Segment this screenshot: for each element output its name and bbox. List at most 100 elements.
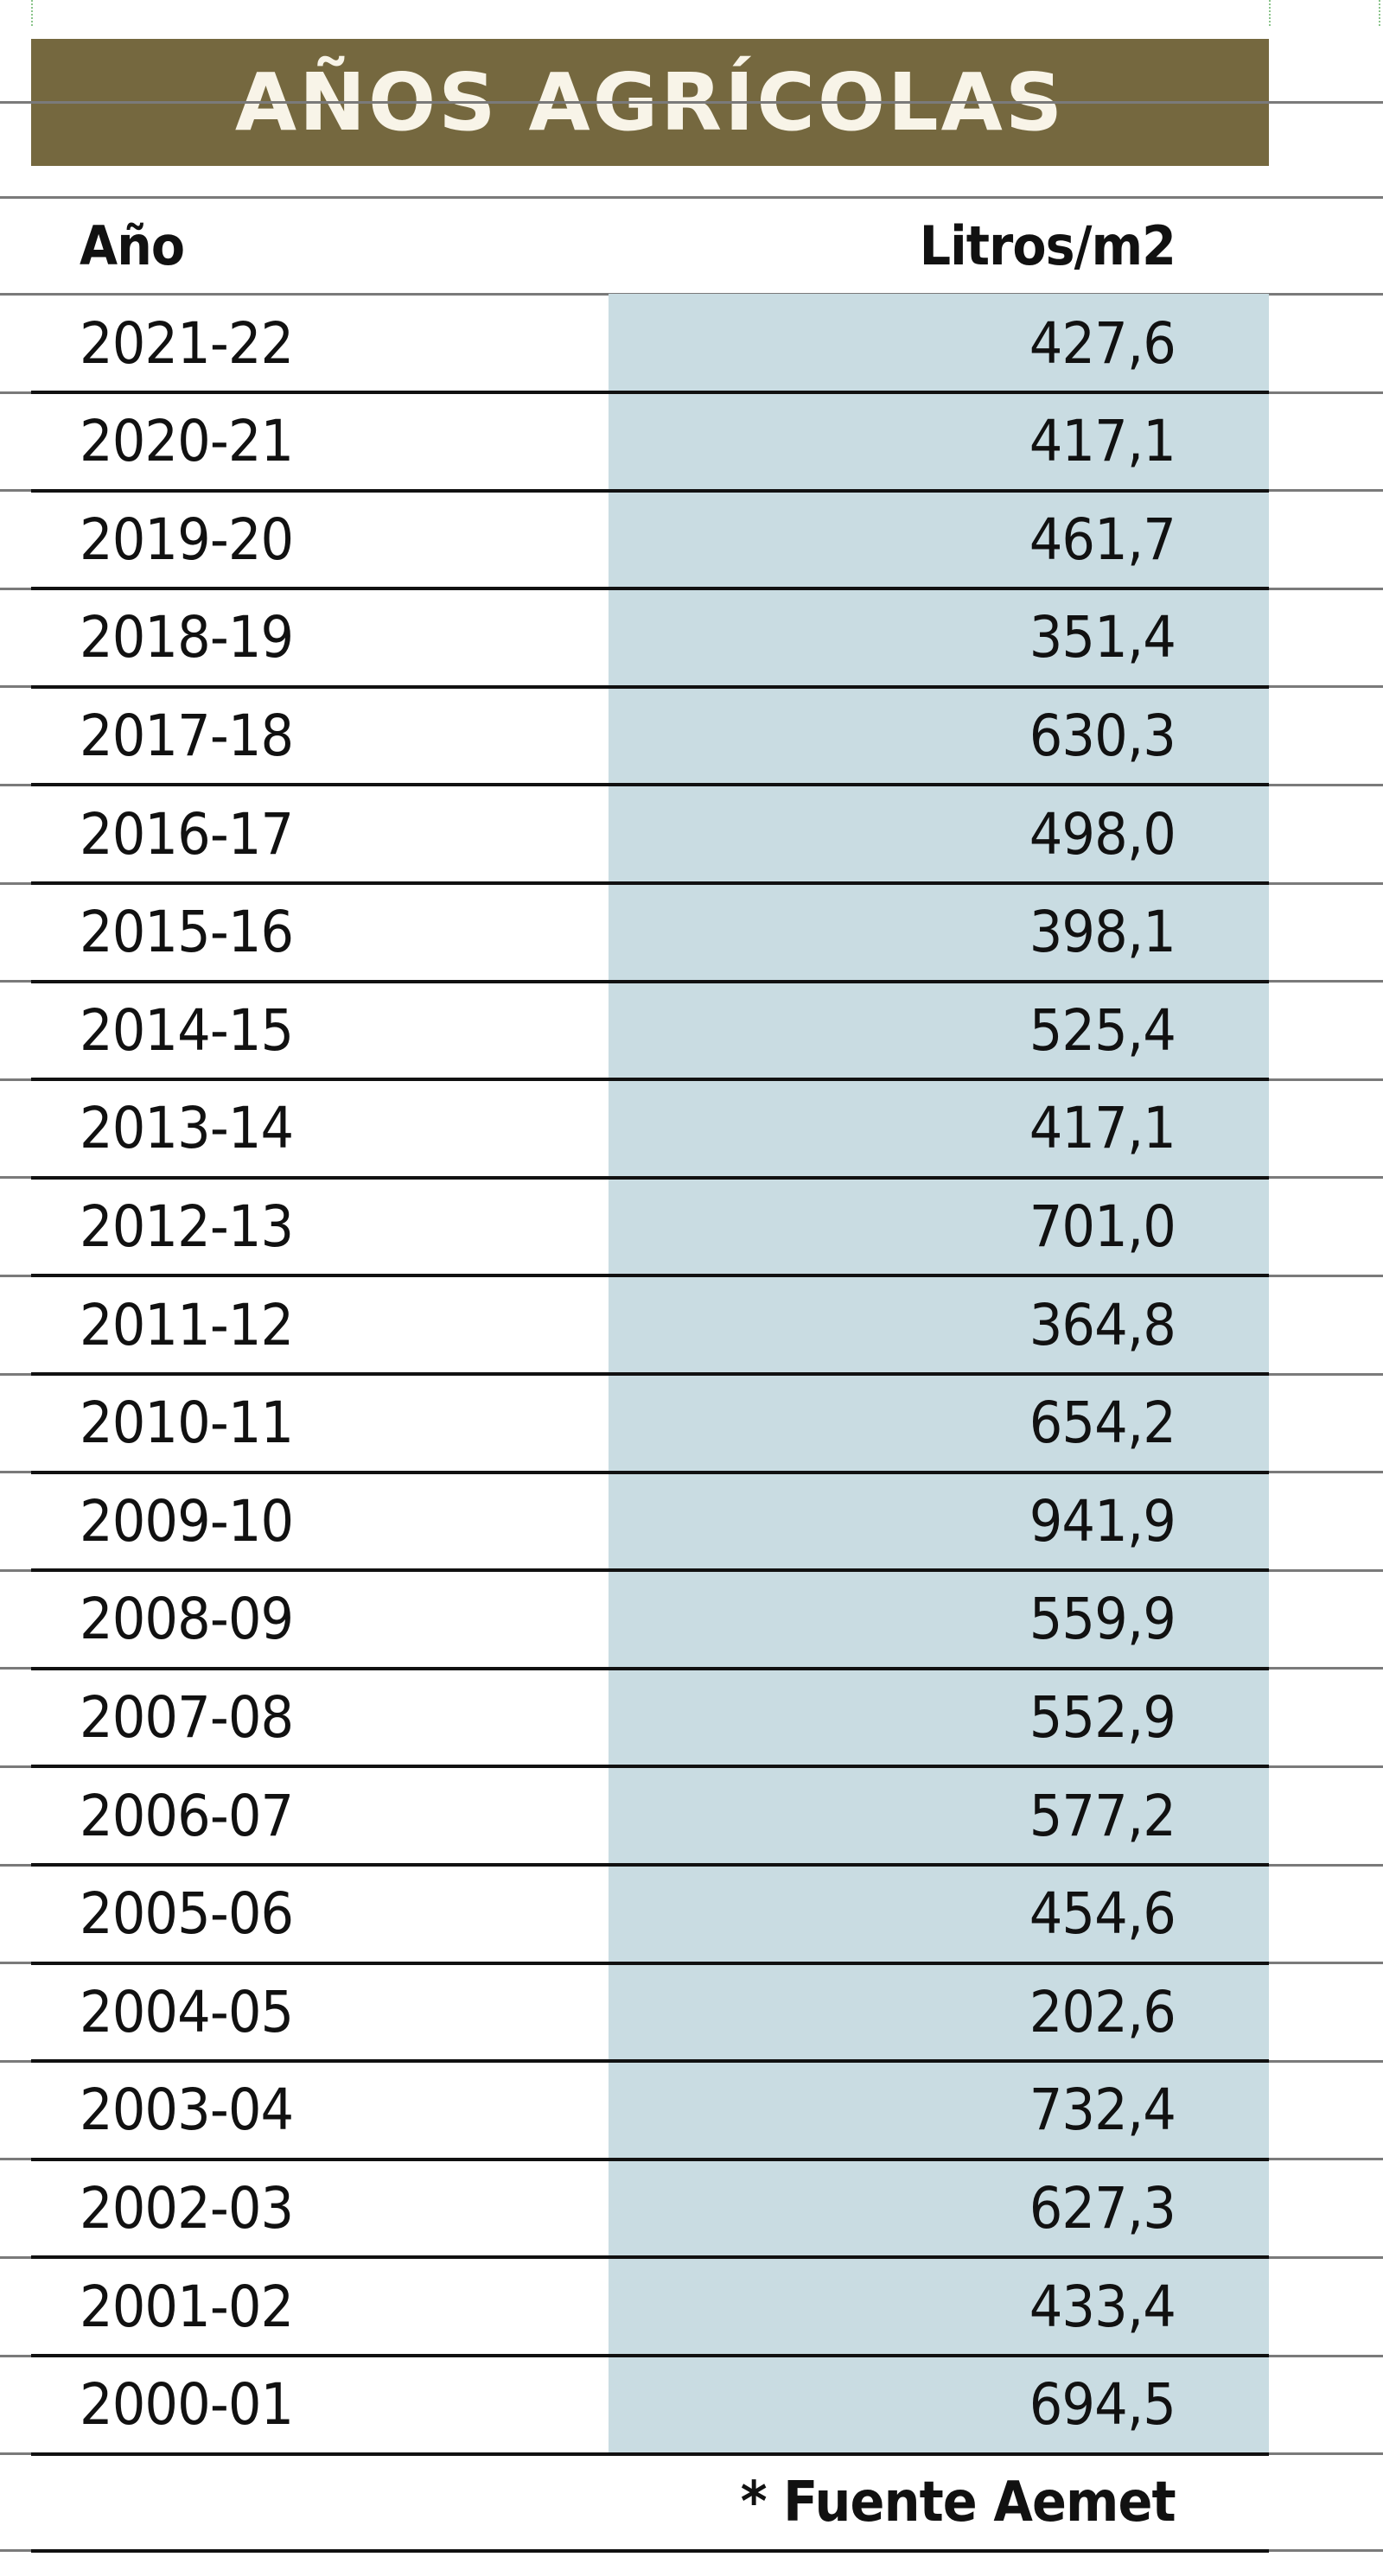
table-row: 2008-09 559,9 (31, 1569, 1269, 1670)
divider (31, 979, 1269, 983)
table-header: Año Litros/m2 (31, 197, 1269, 294)
table-row: 2000-01 694,5 (31, 2355, 1269, 2456)
divider (31, 1078, 1269, 1082)
table-row: 2021-22 427,6 (31, 294, 1269, 394)
year-cell: 2013-14 (80, 1095, 294, 1162)
value-cell-bg (609, 1373, 1269, 1472)
table-row: 2002-03 627,3 (31, 2159, 1269, 2260)
year-cell: 2020-21 (80, 408, 294, 475)
value-cell-bg (609, 1472, 1269, 1571)
value-cell-bg (609, 2257, 1269, 2356)
value-cell-bg (609, 1766, 1269, 1865)
table-row: 2003-04 732,4 (31, 2060, 1269, 2161)
year-cell: 2019-20 (80, 506, 294, 573)
value-cell: 732,4 (1029, 2077, 1176, 2144)
value-cell-bg (609, 2060, 1269, 2159)
row-guide-line (0, 101, 1383, 104)
guide-line (31, 0, 33, 26)
value-cell-bg (609, 2159, 1269, 2258)
value-cell: 694,5 (1029, 2371, 1176, 2439)
value-cell: 398,1 (1029, 899, 1176, 966)
table-row: 2016-17 498,0 (31, 785, 1269, 885)
value-cell: 364,8 (1029, 1291, 1176, 1358)
table-row: 2005-06 454,6 (31, 1864, 1269, 1965)
divider (31, 684, 1269, 689)
table-row: 2001-02 433,4 (31, 2257, 1269, 2357)
year-cell: 2000-01 (80, 2371, 294, 2439)
value-cell: 461,7 (1029, 506, 1176, 573)
year-cell: 2014-15 (80, 996, 294, 1064)
row-guide-line (0, 196, 1383, 199)
value-cell: 630,3 (1029, 702, 1176, 769)
column-header-value: Litros/m2 (919, 213, 1176, 277)
year-cell: 2002-03 (80, 2174, 294, 2242)
value-cell-bg (609, 2355, 1269, 2454)
table-row: 2019-20 461,7 (31, 490, 1269, 591)
year-cell: 2011-12 (80, 1291, 294, 1358)
year-cell: 2021-22 (80, 309, 294, 377)
value-cell: 454,6 (1029, 1880, 1176, 1948)
divider (31, 1470, 1269, 1474)
table-row: 2020-21 417,1 (31, 391, 1269, 493)
table-row: 2015-16 398,1 (31, 882, 1269, 983)
year-cell: 2010-11 (80, 1390, 294, 1457)
year-cell: 2004-05 (80, 1978, 294, 2045)
table-row: 2009-10 941,9 (31, 1472, 1269, 1573)
divider (31, 488, 1269, 493)
value-cell-bg (609, 1962, 1269, 2062)
divider (31, 1274, 1269, 1278)
year-cell: 2012-13 (80, 1193, 294, 1260)
value-cell: 417,1 (1029, 1095, 1176, 1162)
table-footer: * Fuente Aemet (31, 2454, 1269, 2553)
value-cell: 577,2 (1029, 1782, 1176, 1849)
value-cell-bg (609, 588, 1269, 687)
value-cell: 552,9 (1029, 1683, 1176, 1751)
table-row: 2018-19 351,4 (31, 588, 1269, 689)
value-cell-bg (609, 490, 1269, 589)
divider (31, 2452, 1269, 2456)
value-cell: 498,0 (1029, 800, 1176, 868)
value-cell-bg (609, 1275, 1269, 1374)
value-cell: 941,9 (1029, 1487, 1176, 1555)
value-cell: 351,4 (1029, 604, 1176, 671)
value-cell: 701,0 (1029, 1193, 1176, 1260)
divider (31, 2354, 1269, 2357)
year-cell: 2005-06 (80, 1880, 294, 1948)
value-cell-bg (609, 686, 1269, 786)
value-cell-bg (609, 1668, 1269, 1767)
value-cell: 654,2 (1029, 1390, 1176, 1457)
year-cell: 2001-02 (80, 2273, 294, 2340)
value-cell: 433,4 (1029, 2273, 1176, 2340)
value-cell: 525,4 (1029, 996, 1176, 1064)
divider (31, 783, 1269, 787)
table-row: 2012-13 701,0 (31, 1177, 1269, 1278)
value-cell-bg (609, 294, 1269, 392)
year-cell: 2006-07 (80, 1782, 294, 1849)
value-cell: 627,3 (1029, 2174, 1176, 2242)
table-row: 2006-07 577,2 (31, 1766, 1269, 1867)
value-cell-bg (609, 981, 1269, 1080)
divider (31, 2059, 1269, 2064)
year-cell: 2017-18 (80, 702, 294, 769)
year-cell: 2007-08 (80, 1683, 294, 1751)
divider (31, 1961, 1269, 1965)
table-row: 2010-11 654,2 (31, 1373, 1269, 1474)
divider (31, 1666, 1269, 1670)
value-cell-bg (609, 1864, 1269, 1963)
value-cell-bg (609, 1177, 1269, 1276)
value-cell-bg (609, 882, 1269, 982)
value-cell-bg (609, 1078, 1269, 1178)
divider (31, 1568, 1269, 1573)
divider (31, 1863, 1269, 1867)
footnote: * Fuente Aemet (741, 2471, 1176, 2535)
year-cell: 2008-09 (80, 1586, 294, 1653)
divider (31, 2549, 1269, 2553)
divider (31, 2157, 1269, 2161)
year-cell: 2009-10 (80, 1487, 294, 1555)
table-row: 2011-12 364,8 (31, 1275, 1269, 1376)
column-header-year: Año (80, 213, 185, 277)
year-cell: 2016-17 (80, 800, 294, 868)
year-cell: 2015-16 (80, 899, 294, 966)
guide-line (1379, 0, 1380, 26)
divider (31, 1372, 1269, 1376)
